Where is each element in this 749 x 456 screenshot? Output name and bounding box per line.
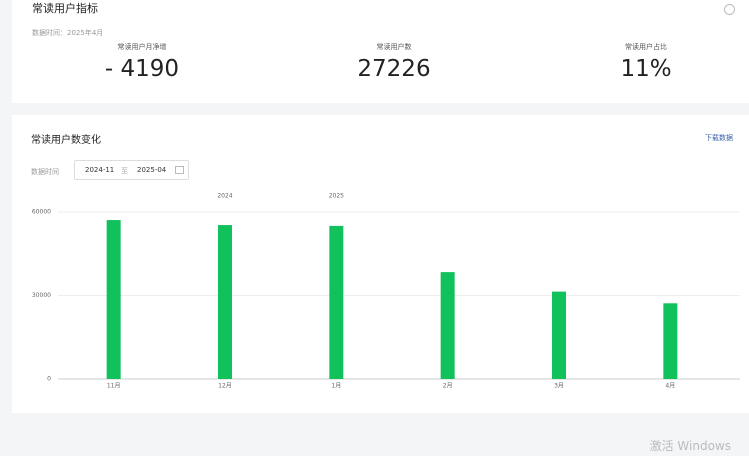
filter-label: 数据时间 xyxy=(31,168,59,176)
calendar-icon[interactable] xyxy=(175,166,184,174)
end-date[interactable]: 2025-04 xyxy=(137,166,167,174)
bar xyxy=(552,291,566,379)
range-separator: 至 xyxy=(121,167,128,175)
x-tick-label: 3月 xyxy=(554,383,564,390)
year-label: 2025 xyxy=(329,193,344,200)
bar xyxy=(440,272,455,379)
metric-label: 常读用户月净增 xyxy=(117,43,167,51)
metric-value: 11% xyxy=(620,56,672,82)
x-tick-label: 2月 xyxy=(443,383,453,390)
info-icon[interactable] xyxy=(724,4,735,15)
year-label: 2024 xyxy=(217,193,232,200)
metric-value: 27226 xyxy=(357,56,431,82)
bar xyxy=(663,303,678,379)
bar xyxy=(106,220,121,379)
metrics-card: 常读用户指标 数据时间：2025年4月 常读用户月净增 - 4190 常读用户数 27… xyxy=(12,0,749,103)
metric-label: 常读用户占比 xyxy=(625,43,667,51)
y-tick-label: 0 xyxy=(47,376,51,383)
bar xyxy=(329,225,344,379)
chart-card: 常读用户数变化 下载数据 数据时间 2024-11 至 2025-04 xyxy=(12,115,749,413)
y-tick-label: 60000 xyxy=(32,209,51,216)
data-time: 数据时间：2025年4月 xyxy=(32,29,104,37)
x-tick-label: 11月 xyxy=(107,383,121,390)
metric-value: - 4190 xyxy=(104,56,180,82)
watermark: 激活 Windows xyxy=(649,439,731,453)
start-date[interactable]: 2024-11 xyxy=(85,166,115,174)
y-tick-label: 30000 xyxy=(32,292,51,299)
bar xyxy=(218,225,232,379)
x-tick-label: 12月 xyxy=(218,383,232,390)
download-link[interactable]: 下载数据 xyxy=(705,134,733,142)
chart-card-title: 常读用户数变化 xyxy=(31,135,101,146)
card-title: 常读用户指标 xyxy=(32,2,98,15)
x-tick-label: 4月 xyxy=(665,383,675,390)
date-range[interactable]: 2024-11 至 2025-04 xyxy=(74,160,189,180)
metric-label: 常读用户数 xyxy=(376,43,412,51)
x-tick-label: 1月 xyxy=(331,383,341,390)
